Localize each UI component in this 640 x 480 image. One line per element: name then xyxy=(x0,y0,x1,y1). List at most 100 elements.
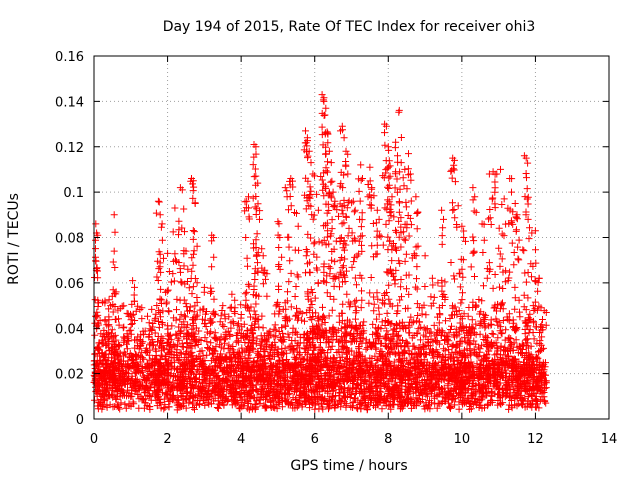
data-point xyxy=(233,321,241,329)
data-point xyxy=(115,321,123,329)
data-point xyxy=(189,283,197,291)
data-point xyxy=(173,306,180,314)
data-point xyxy=(314,206,322,214)
data-point xyxy=(163,287,171,295)
data-point xyxy=(201,373,208,381)
data-point xyxy=(144,312,151,320)
data-point xyxy=(446,364,454,372)
data-point xyxy=(198,347,206,355)
data-point xyxy=(184,265,192,273)
data-point xyxy=(180,205,188,213)
data-point xyxy=(191,275,199,282)
data-point xyxy=(284,233,292,241)
data-point xyxy=(115,404,123,411)
data-point xyxy=(275,244,283,251)
data-point xyxy=(511,200,519,207)
data-point xyxy=(362,339,370,347)
data-point xyxy=(354,405,362,413)
data-point xyxy=(203,351,211,359)
data-point xyxy=(230,368,238,376)
data-point xyxy=(539,362,546,370)
data-point xyxy=(253,205,261,213)
data-point xyxy=(232,338,240,346)
data-point xyxy=(156,211,164,219)
data-point xyxy=(497,400,505,408)
data-point xyxy=(364,400,372,408)
data-point xyxy=(318,123,326,131)
data-point xyxy=(272,332,280,340)
data-point xyxy=(322,150,329,158)
data-point xyxy=(458,222,466,230)
data-points xyxy=(90,91,550,414)
data-point xyxy=(336,283,343,291)
data-point xyxy=(251,276,259,283)
data-point xyxy=(322,104,330,112)
data-point xyxy=(524,294,532,302)
data-point xyxy=(210,295,218,303)
data-point xyxy=(94,303,102,310)
data-point xyxy=(309,215,317,223)
data-point xyxy=(351,206,359,214)
data-point xyxy=(476,345,484,353)
data-point xyxy=(505,334,513,342)
data-point xyxy=(197,337,205,344)
data-point xyxy=(468,316,476,324)
data-point xyxy=(178,279,186,287)
data-point xyxy=(243,288,251,296)
data-point xyxy=(307,159,315,167)
data-point xyxy=(145,319,153,327)
data-point xyxy=(231,296,239,304)
data-point xyxy=(344,170,352,178)
data-point xyxy=(455,330,463,338)
data-point xyxy=(253,230,261,238)
data-point xyxy=(263,292,271,300)
data-point xyxy=(173,295,181,303)
data-point xyxy=(250,173,258,181)
data-point xyxy=(508,188,515,196)
data-point xyxy=(318,176,326,184)
data-point xyxy=(157,285,165,293)
data-point xyxy=(471,193,479,201)
data-point xyxy=(217,312,225,320)
data-point xyxy=(153,273,161,281)
data-point xyxy=(190,228,198,236)
data-point xyxy=(328,342,336,350)
data-point xyxy=(542,321,550,329)
data-point xyxy=(355,401,363,408)
data-point xyxy=(203,338,211,346)
data-point xyxy=(242,296,250,304)
data-point xyxy=(275,261,283,268)
data-point xyxy=(92,220,100,228)
data-point xyxy=(318,320,326,328)
data-point xyxy=(247,313,254,321)
data-point xyxy=(189,261,197,269)
data-point xyxy=(428,274,436,282)
data-point xyxy=(360,318,368,326)
data-point xyxy=(189,187,197,195)
data-point xyxy=(278,253,286,261)
data-point xyxy=(286,193,294,200)
data-point xyxy=(467,350,475,358)
data-point xyxy=(193,294,201,301)
data-point xyxy=(326,264,334,272)
data-point xyxy=(307,187,315,195)
data-point xyxy=(238,344,246,352)
data-point xyxy=(195,327,203,335)
data-point xyxy=(414,312,422,319)
data-point xyxy=(193,242,201,250)
data-point xyxy=(306,191,314,198)
data-point xyxy=(152,209,160,217)
data-point xyxy=(323,233,331,241)
data-point xyxy=(469,184,477,192)
data-point xyxy=(324,168,331,176)
data-point xyxy=(438,206,446,214)
data-point xyxy=(259,252,267,260)
data-point xyxy=(156,295,164,303)
data-point xyxy=(91,331,99,339)
data-point xyxy=(497,342,505,350)
data-point xyxy=(210,333,218,341)
data-point xyxy=(190,247,198,255)
data-point xyxy=(328,216,336,224)
data-point xyxy=(278,324,286,332)
data-point xyxy=(302,127,309,135)
